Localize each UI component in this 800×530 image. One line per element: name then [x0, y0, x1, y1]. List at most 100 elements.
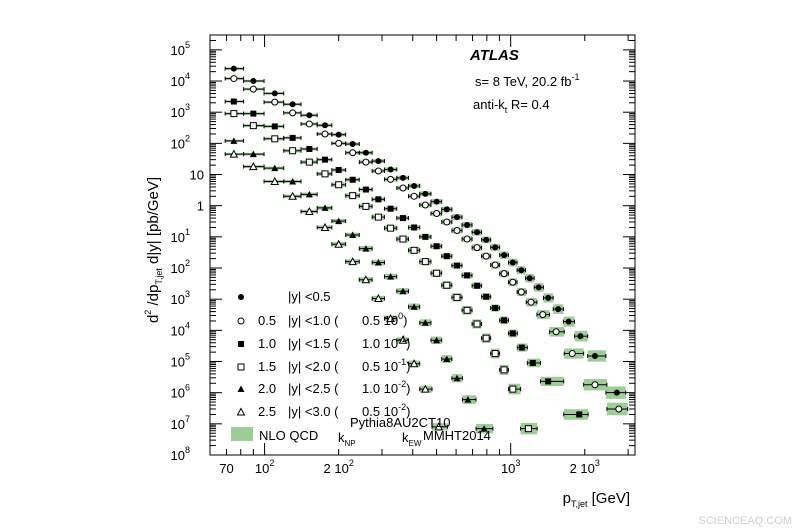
- marker-open-circle: [463, 235, 471, 243]
- marker-filled-square: [322, 156, 329, 163]
- marker-open-triangle: [421, 384, 430, 393]
- legend-scale-factor: 0.5 10-1): [362, 357, 411, 374]
- marker-open-square: [249, 122, 257, 130]
- marker-filled-square: [518, 344, 525, 351]
- legend-range-label: |y| <1.5 (: [288, 336, 339, 351]
- marker-open-circle: [552, 328, 560, 336]
- marker-filled-triangle: [289, 177, 297, 185]
- marker-open-circle: [433, 210, 441, 218]
- marker-open-circle: [517, 288, 525, 296]
- legend-scale-factor: 1.0 10-1): [362, 334, 411, 351]
- legend-range-low: 1.0: [258, 336, 276, 351]
- x-tick-label: 2 102: [324, 458, 354, 476]
- legend-range-label: |y| <2.5 (: [288, 381, 339, 396]
- marker-filled-triangle: [305, 190, 313, 198]
- legend-scale-factor: 0.5 100): [362, 311, 408, 328]
- marker-filled-circle: [501, 252, 508, 259]
- marker-open-triangle: [270, 176, 280, 185]
- marker-filled-square: [453, 262, 460, 269]
- marker-filled-square: [387, 205, 394, 212]
- marker-open-square: [374, 213, 382, 221]
- marker-filled-circle: [289, 101, 296, 108]
- marker-filled-triangle: [387, 273, 395, 280]
- marker-filled-circle: [474, 229, 481, 236]
- marker-filled-square: [335, 166, 342, 173]
- marker-filled-circle: [545, 294, 552, 301]
- marker-filled-triangle: [399, 287, 407, 295]
- marker-filled-circle: [322, 122, 329, 129]
- marker-filled-circle: [335, 131, 342, 138]
- legend-range-low: 2.0: [258, 381, 276, 396]
- marker-filled-triangle: [362, 245, 370, 252]
- y-tick-label: 102: [171, 258, 190, 276]
- y-tick-label: 101: [171, 227, 190, 245]
- y-tick-label: 104: [171, 71, 190, 89]
- marker-open-triangle: [320, 222, 330, 231]
- marker-open-circle: [615, 405, 623, 413]
- y-tick-label: 108: [171, 445, 190, 463]
- marker-filled-square: [529, 359, 536, 366]
- marker-open-square: [349, 192, 357, 200]
- marker-open-square: [509, 385, 517, 393]
- marker-filled-square: [433, 243, 440, 250]
- marker-filled-triangle: [433, 336, 441, 344]
- y-tick-label: 103: [171, 102, 190, 120]
- marker-open-square: [335, 181, 343, 189]
- y-tick-label: 106: [171, 383, 190, 401]
- pdf-label: MMHT2014: [423, 428, 491, 443]
- marker-open-square: [453, 293, 461, 301]
- marker-filled-circle: [387, 166, 394, 173]
- y-tick-label: 107: [171, 414, 190, 432]
- marker-open-circle: [443, 218, 451, 226]
- marker-open-circle: [491, 261, 499, 269]
- marker-open-circle: [421, 201, 429, 209]
- x-tick-label: 2 103: [570, 458, 600, 476]
- y-tick-label: 1: [197, 199, 204, 214]
- marker-filled-square: [230, 98, 237, 105]
- marker-open-square: [421, 258, 429, 266]
- marker-open-circle: [289, 109, 297, 117]
- marker-open-triangle: [386, 313, 395, 322]
- marker-filled-circle: [464, 222, 471, 229]
- marker-open-circle: [539, 311, 547, 319]
- marker-open-square: [399, 235, 407, 243]
- marker-filled-square: [289, 134, 296, 141]
- marker-open-triangle: [288, 191, 297, 200]
- marker-filled-circle: [230, 65, 237, 72]
- marker-open-square: [230, 110, 238, 118]
- marker-open-square: [387, 224, 395, 232]
- legend-scale-factor: 0.5 10-2): [362, 402, 411, 419]
- x-tick-labels: 70 102 2 102 103 2 103: [219, 458, 600, 476]
- marker-open-circle: [335, 139, 343, 147]
- marker-filled-circle: [591, 353, 598, 360]
- marker-filled-square: [576, 411, 583, 418]
- marker-open-circle: [527, 298, 535, 306]
- marker-filled-circle: [535, 284, 542, 291]
- marker-open-circle: [362, 158, 370, 166]
- marker-filled-circle: [565, 318, 572, 325]
- marker-open-circle: [271, 98, 279, 106]
- marker-filled-square: [501, 317, 508, 324]
- watermark: SCIENCEAQ.COM: [698, 515, 792, 527]
- marker-open-circle: [399, 184, 407, 192]
- marker-filled-triangle: [335, 217, 343, 225]
- marker-open-circle: [473, 244, 481, 252]
- marker-open-square: [463, 306, 471, 314]
- y-tick-label: 104: [171, 320, 190, 338]
- x-tick-label: 103: [501, 458, 520, 476]
- marker-filled-square: [375, 196, 382, 203]
- marker-open-square: [271, 135, 279, 143]
- marker-open-square: [289, 147, 297, 155]
- marker-filled-triangle: [421, 319, 429, 326]
- marker-open-square: [524, 425, 532, 433]
- marker-filled-circle: [613, 389, 620, 396]
- marker-filled-circle: [250, 78, 257, 85]
- marker-open-triangle: [374, 293, 383, 303]
- marker-open-circle: [591, 381, 599, 389]
- marker-filled-circle: [422, 190, 429, 197]
- legend-range-low: 2.5: [258, 404, 276, 419]
- marker-filled-circle: [555, 306, 562, 313]
- marker-filled-square: [271, 123, 278, 130]
- marker-open-triangle: [348, 257, 358, 266]
- marker-open-circle: [500, 270, 508, 278]
